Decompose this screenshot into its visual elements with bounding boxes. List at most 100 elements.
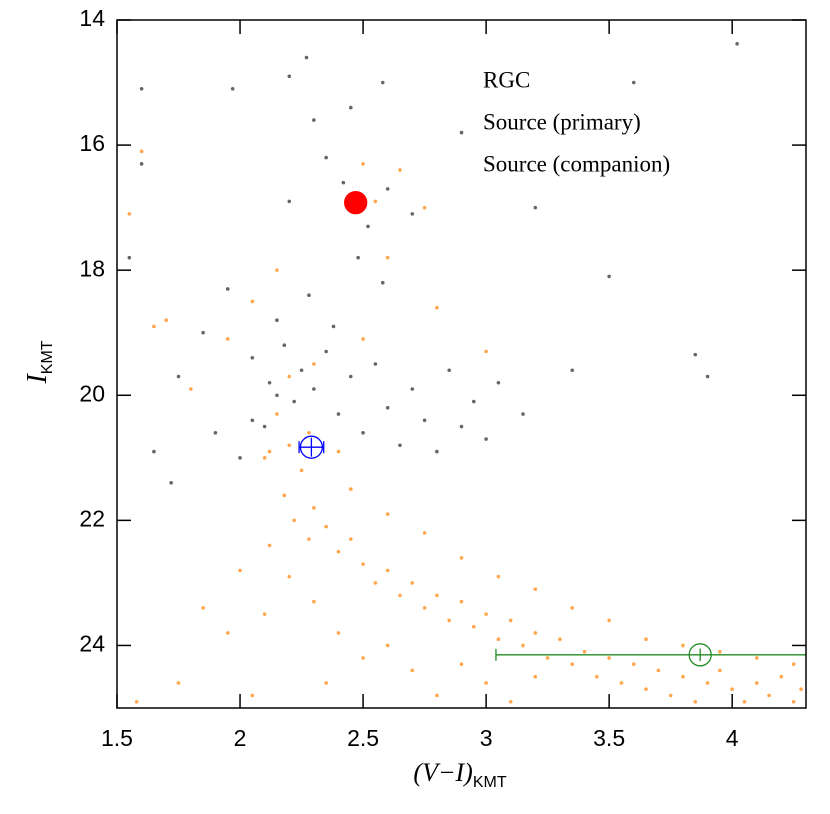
point <box>262 456 267 460</box>
point <box>287 574 292 579</box>
point <box>361 562 365 566</box>
point <box>176 681 181 685</box>
point <box>472 399 476 404</box>
point <box>582 649 587 654</box>
point <box>558 637 562 641</box>
point <box>287 374 292 379</box>
point <box>324 681 328 685</box>
point <box>447 368 451 373</box>
point <box>307 293 311 298</box>
point <box>152 324 156 329</box>
point <box>521 412 525 416</box>
point <box>331 324 336 329</box>
point <box>287 74 292 79</box>
point <box>791 699 796 704</box>
point <box>496 574 501 579</box>
point <box>225 287 230 291</box>
point <box>267 380 272 385</box>
point <box>127 212 132 216</box>
point <box>754 656 759 660</box>
point <box>312 387 316 391</box>
point <box>422 606 427 610</box>
point <box>356 255 360 260</box>
point <box>705 681 710 685</box>
point <box>348 374 353 379</box>
point <box>435 449 439 454</box>
point <box>410 581 415 585</box>
point <box>287 443 292 448</box>
point <box>496 637 501 641</box>
point <box>152 449 156 454</box>
point <box>292 399 296 404</box>
point <box>508 699 513 704</box>
point <box>484 681 488 685</box>
point <box>422 205 427 210</box>
point <box>312 362 316 366</box>
point <box>570 368 575 373</box>
point <box>134 699 139 704</box>
y-tick-label: 24 <box>79 631 105 657</box>
point <box>385 255 390 260</box>
point <box>373 581 378 585</box>
point <box>742 699 747 704</box>
point <box>250 418 255 423</box>
point <box>312 118 316 122</box>
y-tick-label: 20 <box>79 380 105 406</box>
plot-area <box>127 41 806 704</box>
point <box>176 374 181 379</box>
point <box>545 656 550 660</box>
point <box>472 624 476 629</box>
point <box>735 41 739 46</box>
point <box>668 693 673 698</box>
legend-label: Source (primary) <box>483 109 641 134</box>
point <box>380 80 385 85</box>
x-tick-label: 2.5 <box>347 725 379 751</box>
point <box>299 468 304 473</box>
point <box>508 618 513 623</box>
point <box>681 643 685 648</box>
point <box>410 387 415 391</box>
point <box>238 456 242 460</box>
point <box>275 268 279 272</box>
point <box>656 668 661 673</box>
point <box>385 568 390 573</box>
point <box>348 105 353 110</box>
point <box>607 618 611 623</box>
point <box>533 674 538 679</box>
point <box>779 674 784 679</box>
x-tick-label: 3 <box>480 725 493 751</box>
marker <box>688 643 712 667</box>
x-label-main: (V−I) <box>413 758 472 787</box>
y-tick-label: 14 <box>79 5 105 31</box>
point <box>533 631 538 635</box>
point <box>422 418 427 423</box>
point <box>385 405 390 410</box>
point <box>312 506 316 510</box>
point <box>267 543 272 548</box>
x-axis-label: (V−I)KMT <box>413 758 506 791</box>
point <box>324 524 328 529</box>
point <box>238 568 242 573</box>
point <box>521 643 525 648</box>
point <box>139 162 144 166</box>
point <box>718 668 722 673</box>
point <box>292 518 296 523</box>
x-label-sub: KMT <box>473 774 507 791</box>
point <box>169 481 173 485</box>
point <box>607 656 611 660</box>
y-tick-label: 16 <box>79 130 105 156</box>
point <box>718 649 722 654</box>
point <box>312 599 316 604</box>
point <box>139 87 144 91</box>
point <box>410 668 415 673</box>
point <box>422 531 427 535</box>
point <box>348 537 353 541</box>
point <box>619 681 624 685</box>
point <box>435 693 439 698</box>
point <box>398 168 402 172</box>
point <box>230 87 235 91</box>
point <box>496 380 501 385</box>
point <box>336 449 341 454</box>
point <box>799 687 803 692</box>
point <box>366 224 370 229</box>
